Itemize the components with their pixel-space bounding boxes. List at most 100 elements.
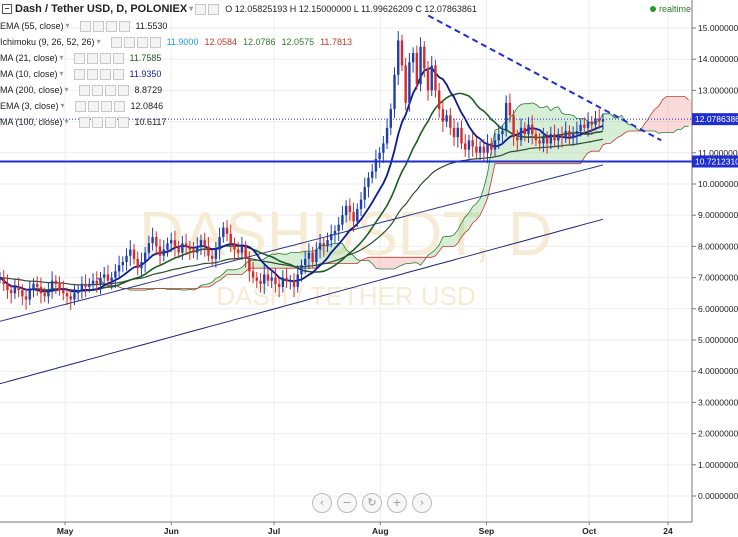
close-icon[interactable]: [112, 52, 124, 64]
close-icon[interactable]: [112, 68, 124, 80]
realtime-label: realtime: [659, 4, 692, 14]
candle-body: [389, 109, 392, 128]
candle-body: [80, 283, 84, 291]
indicator-name[interactable]: MA (10, close): [0, 69, 58, 79]
ichimoku-cloud: [379, 257, 384, 270]
candle-body: [534, 134, 538, 141]
format-icon[interactable]: [100, 100, 112, 112]
realtime-indicator: realtime: [650, 4, 691, 14]
indicator-row[interactable]: EMA (3, close) ▾ 12.0846: [0, 98, 477, 114]
settings-icon[interactable]: [87, 100, 99, 112]
zoom-in-button[interactable]: +: [387, 493, 407, 513]
y-tick-label: 9.00000000: [698, 210, 738, 220]
format-icon[interactable]: [104, 84, 116, 96]
settings-icon[interactable]: [86, 68, 98, 80]
settings-icon[interactable]: [86, 52, 98, 64]
ichimoku-cloud: [591, 121, 596, 152]
visibility-icon[interactable]: [110, 36, 122, 48]
visibility-icon[interactable]: [73, 52, 85, 64]
close-icon[interactable]: [149, 36, 161, 48]
indicator-name[interactable]: EMA (3, close): [0, 101, 59, 111]
candle-body: [136, 258, 139, 269]
candle-body: [326, 240, 329, 247]
indicator-row[interactable]: Ichimoku (9, 26, 52, 26) ▾ 11.9000 12.0584 1…: [0, 34, 477, 50]
candle-body: [73, 293, 76, 300]
chevron-down-icon[interactable]: ▾: [189, 4, 194, 13]
chart-title[interactable]: Dash / Tether USD, D, POLONIEX: [15, 3, 188, 15]
ichimoku-cloud: [468, 206, 473, 230]
candle-body: [512, 115, 515, 138]
format-icon[interactable]: [99, 68, 111, 80]
candle-body: [419, 46, 422, 85]
indicator-name[interactable]: MA (200, close): [0, 85, 63, 95]
format-icon[interactable]: [136, 36, 148, 48]
format-icon[interactable]: [99, 52, 111, 64]
indicator-row[interactable]: MA (200, close) ▾ 8.8729: [0, 82, 477, 98]
visibility-icon[interactable]: [74, 100, 86, 112]
format-icon[interactable]: [104, 116, 116, 128]
candle-body: [214, 249, 218, 259]
visibility-icon[interactable]: [78, 84, 90, 96]
collapse-icon[interactable]: −: [2, 4, 12, 14]
candle-body: [542, 137, 545, 144]
candle-body: [553, 134, 556, 141]
indicator-row[interactable]: MA (21, close) ▾ 11.7585: [0, 50, 477, 66]
settings-icon[interactable]: [92, 20, 104, 32]
indicator-name[interactable]: MA (21, close): [0, 53, 58, 63]
candle-body: [233, 243, 236, 250]
indicator-value: 12.0575: [281, 37, 315, 47]
visibility-icon[interactable]: [78, 116, 90, 128]
reset-chart-button[interactable]: ↻: [362, 493, 382, 513]
chevron-down-icon[interactable]: ▾: [96, 37, 101, 46]
ichimoku-cloud: [394, 257, 399, 270]
format-icon[interactable]: [105, 20, 117, 32]
close-icon[interactable]: [117, 84, 129, 96]
chevron-down-icon[interactable]: ▾: [60, 101, 65, 110]
indicator-row[interactable]: MA (100, close) ▾ 10.6117: [0, 114, 477, 130]
close-icon[interactable]: [118, 20, 130, 32]
ichimoku-cloud: [465, 212, 469, 233]
ichimoku-cloud: [643, 120, 648, 131]
close-icon[interactable]: [117, 116, 129, 128]
candle-body: [352, 212, 355, 222]
settings-icon[interactable]: [91, 84, 103, 96]
zoom-out-button[interactable]: −: [337, 493, 357, 513]
settings-icon[interactable]: [91, 116, 103, 128]
candle-body: [274, 277, 277, 284]
chevron-down-icon[interactable]: ▾: [64, 117, 69, 126]
visibility-icon[interactable]: [79, 20, 91, 32]
chevron-down-icon[interactable]: ▾: [65, 21, 70, 30]
candle-body: [482, 146, 486, 153]
scroll-right-button[interactable]: ›: [412, 493, 432, 513]
ichimoku-cloud: [398, 257, 402, 267]
candle-body: [259, 280, 262, 284]
candle-body: [516, 137, 519, 141]
indicator-row[interactable]: EMA (55, close) ▾ 11.5530: [0, 18, 477, 34]
chevron-down-icon[interactable]: ▾: [59, 53, 64, 62]
candle-body: [490, 143, 493, 150]
candle-body: [88, 283, 91, 287]
candle-body: [378, 152, 381, 160]
indicator-row[interactable]: MA (10, close) ▾ 11.9350: [0, 66, 477, 82]
chevron-down-icon[interactable]: ▾: [64, 85, 69, 94]
indicator-name[interactable]: Ichimoku (9, 26, 52, 26): [0, 37, 95, 47]
candle-body: [441, 109, 445, 122]
candle-body: [199, 240, 203, 247]
chevron-down-icon[interactable]: ▾: [59, 69, 64, 78]
indicator-name[interactable]: EMA (55, close): [0, 21, 64, 31]
candle-body: [497, 134, 500, 141]
candle-body: [575, 130, 579, 135]
settings-icon[interactable]: [123, 36, 135, 48]
visibility-icon[interactable]: [208, 3, 220, 15]
ichimoku-cloud: [137, 288, 142, 291]
close-icon[interactable]: [113, 100, 125, 112]
candle-body: [151, 237, 154, 244]
settings-icon[interactable]: [195, 3, 207, 15]
scroll-left-button[interactable]: ‹: [312, 493, 332, 513]
candle-body: [363, 187, 366, 200]
indicator-name[interactable]: MA (100, close): [0, 117, 63, 127]
candle-body: [248, 258, 251, 272]
visibility-icon[interactable]: [73, 68, 85, 80]
trendline: [427, 14, 662, 142]
